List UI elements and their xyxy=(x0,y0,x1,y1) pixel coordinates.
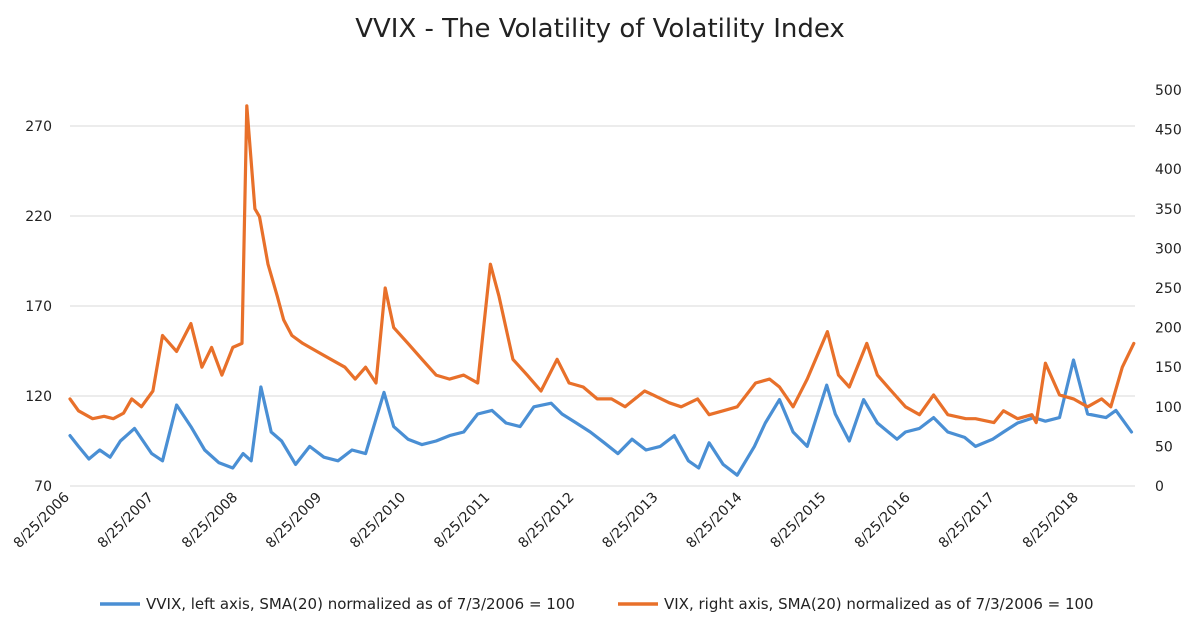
x-axis-tick-labels: 8/25/2006 8/25/2007 8/25/2008 8/25/2009 8/25… xyxy=(11,489,1082,551)
legend: VVIX, left axis, SMA(20) normalized as o… xyxy=(100,595,1094,613)
right-axis-tick-labels: 0 50 100 150 200 250 300 350 400 450 500 xyxy=(1155,83,1182,495)
series-lines xyxy=(68,104,1136,477)
x-tick-label-3: 8/25/2009 xyxy=(263,490,325,552)
right-tick-label-10: 500 xyxy=(1155,83,1182,99)
left-tick-label-3: 220 xyxy=(25,209,52,225)
series-line-vix xyxy=(68,104,1136,425)
x-tick-label-5: 8/25/2011 xyxy=(431,490,493,552)
series-line-vvix xyxy=(68,358,1134,477)
right-tick-label-1: 50 xyxy=(1155,439,1173,455)
right-tick-label-6: 300 xyxy=(1155,241,1182,257)
right-tick-label-4: 200 xyxy=(1155,321,1182,337)
x-tick-label-4: 8/25/2010 xyxy=(347,490,409,552)
x-tick-label-11: 8/25/2017 xyxy=(936,490,998,552)
legend-entry-vvix-label: VVIX, left axis, SMA(20) normalized as o… xyxy=(146,595,575,613)
right-tick-label-3: 150 xyxy=(1155,360,1182,376)
left-tick-label-2: 170 xyxy=(25,299,52,315)
x-tick-label-9: 8/25/2015 xyxy=(767,490,829,552)
gridlines xyxy=(70,125,1135,487)
x-tick-label-10: 8/25/2016 xyxy=(852,489,914,551)
x-tick-label-2: 8/25/2008 xyxy=(179,490,241,552)
chart-title: VVIX - The Volatility of Volatility Inde… xyxy=(355,14,845,44)
right-tick-label-0: 0 xyxy=(1155,479,1164,495)
left-tick-label-1: 120 xyxy=(25,389,52,405)
left-tick-label-0: 70 xyxy=(34,479,52,495)
right-tick-label-2: 100 xyxy=(1155,400,1182,416)
right-tick-label-9: 450 xyxy=(1155,123,1182,139)
x-tick-label-7: 8/25/2013 xyxy=(599,490,661,552)
legend-entry-vix-label: VIX, right axis, SMA(20) normalized as o… xyxy=(664,595,1094,613)
x-tick-label-0: 8/25/2006 xyxy=(11,489,73,551)
left-axis-tick-labels: 70 120 170 220 270 xyxy=(25,119,52,495)
right-tick-label-5: 250 xyxy=(1155,281,1182,297)
right-tick-label-7: 350 xyxy=(1155,202,1182,218)
x-tick-label-1: 8/25/2007 xyxy=(95,490,157,552)
x-tick-label-6: 8/25/2012 xyxy=(515,490,577,552)
x-tick-label-12: 8/25/2018 xyxy=(1020,490,1082,552)
x-tick-label-8: 8/25/2014 xyxy=(683,489,745,551)
left-tick-label-4: 270 xyxy=(25,119,52,135)
right-tick-label-8: 400 xyxy=(1155,162,1182,178)
